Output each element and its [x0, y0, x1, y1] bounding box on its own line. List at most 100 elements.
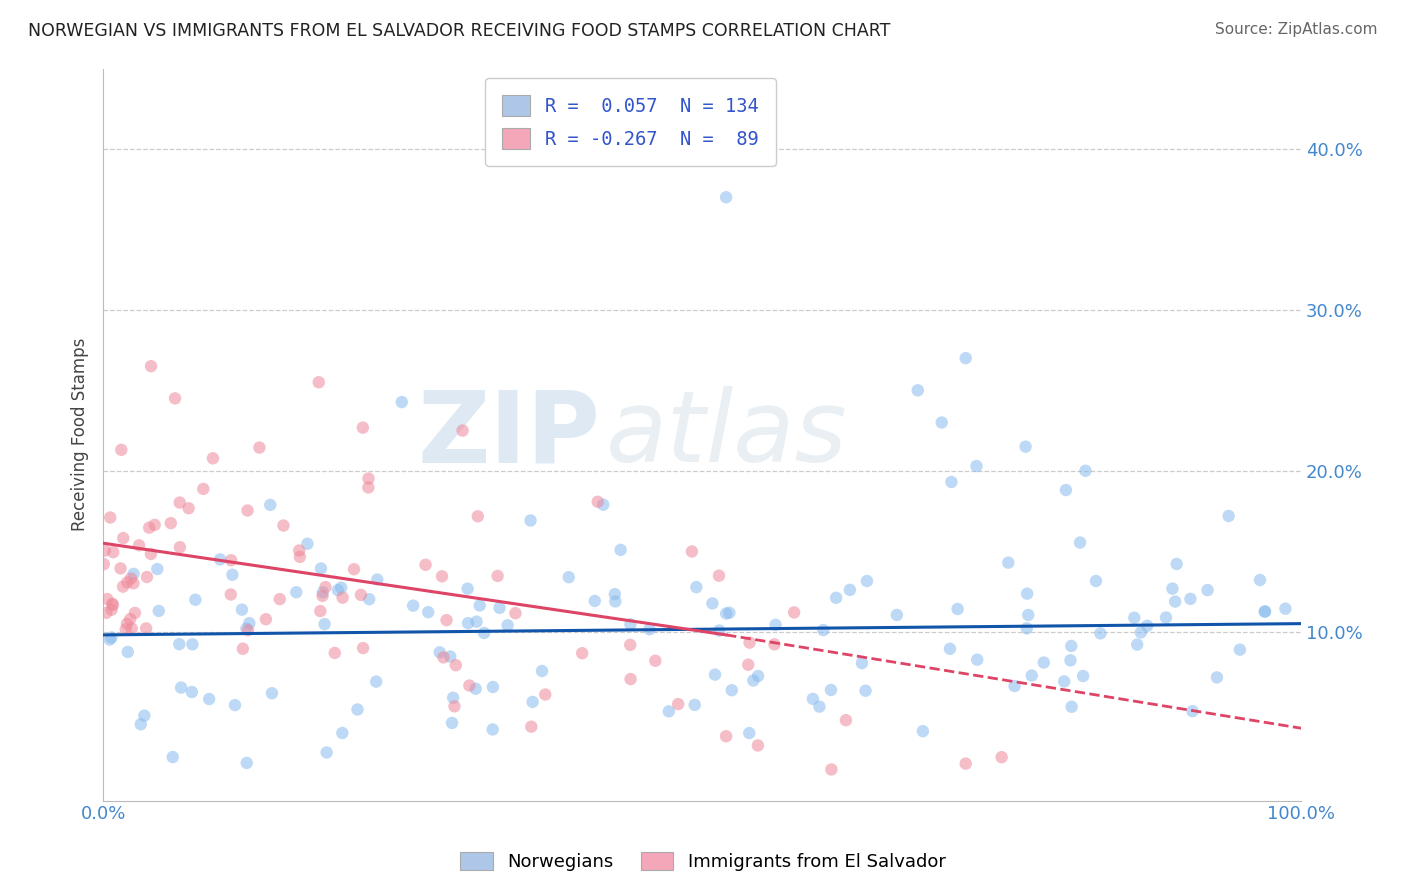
Point	[391, 395, 413, 409]
Point	[330, 726, 353, 740]
Point	[134, 708, 156, 723]
Point	[685, 580, 707, 594]
Point	[440, 715, 463, 730]
Point	[238, 616, 260, 631]
Point	[231, 602, 253, 616]
Point	[619, 617, 641, 632]
Point	[1166, 557, 1188, 571]
Point	[558, 570, 581, 584]
Point	[247, 441, 270, 455]
Point	[93, 557, 115, 571]
Point	[96, 606, 118, 620]
Point	[783, 606, 806, 620]
Point	[813, 623, 835, 637]
Point	[1206, 670, 1229, 684]
Point	[571, 646, 593, 660]
Text: Source: ZipAtlas.com: Source: ZipAtlas.com	[1215, 22, 1378, 37]
Point	[136, 570, 159, 584]
Point	[117, 645, 139, 659]
Point	[139, 359, 162, 374]
Point	[638, 622, 661, 636]
Point	[458, 679, 481, 693]
Point	[946, 602, 969, 616]
Point	[801, 691, 824, 706]
Point	[441, 690, 464, 705]
Point	[1154, 610, 1177, 624]
Point	[198, 692, 221, 706]
Point	[254, 612, 277, 626]
Point	[135, 621, 157, 635]
Point	[101, 598, 124, 612]
Point	[436, 613, 458, 627]
Point	[709, 624, 731, 638]
Point	[121, 622, 143, 636]
Point	[308, 376, 330, 390]
Point	[1129, 625, 1152, 640]
Point	[224, 698, 246, 712]
Point	[184, 592, 207, 607]
Point	[966, 653, 988, 667]
Point	[488, 600, 510, 615]
Point	[520, 720, 543, 734]
Point	[1017, 587, 1039, 601]
Point	[468, 599, 491, 613]
Point	[366, 674, 388, 689]
Point	[330, 581, 353, 595]
Point	[666, 697, 689, 711]
Point	[1090, 626, 1112, 640]
Point	[808, 699, 831, 714]
Point	[737, 657, 759, 672]
Point	[193, 482, 215, 496]
Point	[309, 604, 332, 618]
Point	[704, 667, 727, 681]
Point	[1254, 604, 1277, 618]
Point	[851, 656, 873, 670]
Point	[309, 561, 332, 575]
Point	[718, 606, 741, 620]
Point	[138, 521, 160, 535]
Point	[531, 664, 554, 678]
Point	[314, 617, 336, 632]
Point	[285, 585, 308, 599]
Point	[619, 672, 641, 686]
Point	[236, 624, 259, 638]
Point	[1164, 594, 1187, 608]
Point	[350, 588, 373, 602]
Point	[505, 606, 527, 620]
Point	[966, 458, 988, 473]
Point	[519, 514, 541, 528]
Point	[1071, 669, 1094, 683]
Point	[115, 616, 138, 631]
Point	[481, 723, 503, 737]
Point	[835, 713, 858, 727]
Point	[98, 510, 121, 524]
Point	[259, 498, 281, 512]
Point	[170, 681, 193, 695]
Point	[1015, 621, 1038, 635]
Point	[143, 517, 166, 532]
Point	[681, 544, 703, 558]
Point	[101, 597, 124, 611]
Point	[110, 442, 132, 457]
Point	[496, 618, 519, 632]
Point	[346, 702, 368, 716]
Point	[1136, 619, 1159, 633]
Point	[297, 537, 319, 551]
Point	[323, 646, 346, 660]
Point	[1123, 610, 1146, 624]
Point	[236, 503, 259, 517]
Point	[311, 589, 333, 603]
Point	[124, 606, 146, 620]
Point	[1014, 440, 1036, 454]
Point	[312, 585, 335, 599]
Point	[472, 626, 495, 640]
Point	[738, 726, 761, 740]
Point	[120, 612, 142, 626]
Point	[359, 592, 381, 607]
Point	[1053, 674, 1076, 689]
Point	[990, 750, 1012, 764]
Point	[1249, 573, 1271, 587]
Point	[742, 673, 765, 688]
Point	[1254, 605, 1277, 619]
Point	[169, 637, 191, 651]
